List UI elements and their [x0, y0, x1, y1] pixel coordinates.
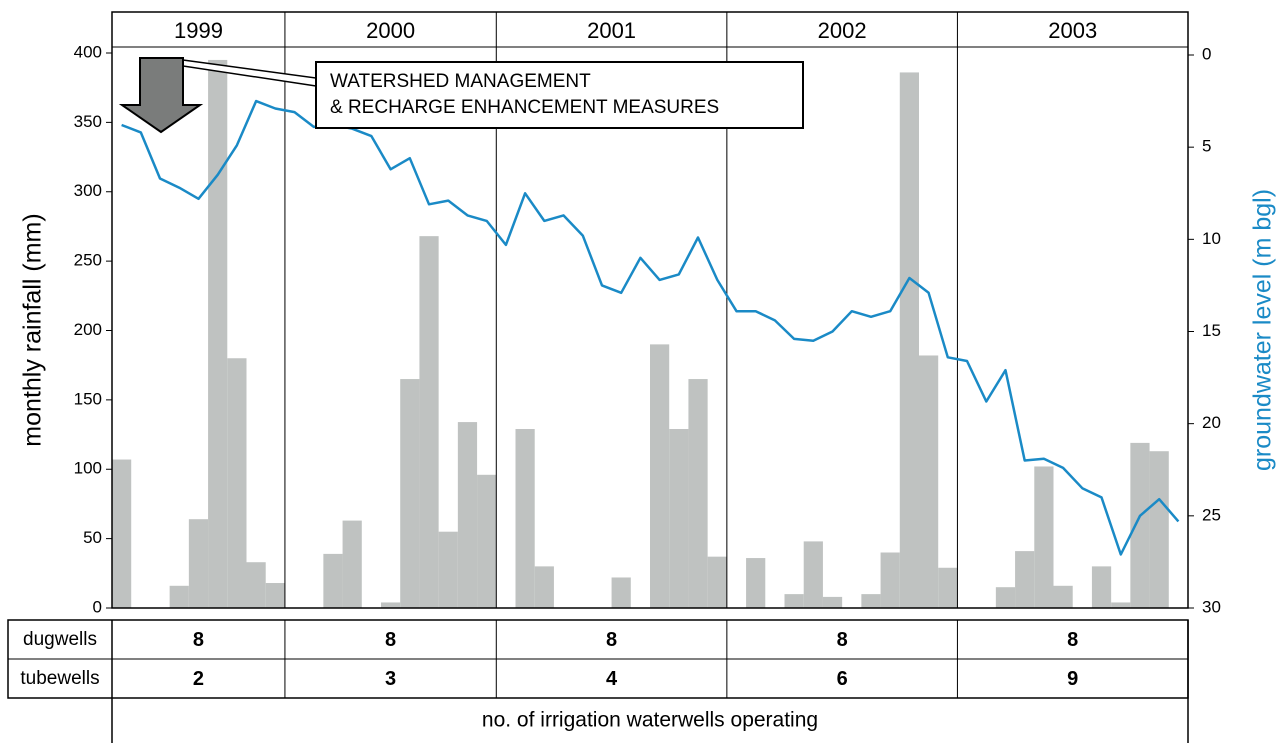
bar: [208, 59, 228, 608]
bar: [688, 379, 708, 608]
annotation-connector: [182, 59, 317, 87]
row-label: dugwells: [23, 629, 97, 650]
bar: [1053, 585, 1073, 608]
bar: [515, 429, 535, 608]
y2-tick-label: 25: [1202, 505, 1221, 524]
y2-axis-title: groundwater level (m bgl): [1249, 189, 1277, 471]
table-caption: no. of irrigation waterwells operating: [482, 709, 818, 732]
table-cell: 6: [837, 668, 848, 690]
bar: [227, 358, 247, 608]
bar: [419, 236, 439, 608]
bar: [669, 429, 689, 608]
bar: [650, 344, 670, 608]
table-cell: 8: [1067, 629, 1078, 651]
y-tick-label: 200: [74, 320, 102, 339]
bar: [323, 553, 343, 608]
bar: [381, 602, 401, 608]
bar: [803, 541, 823, 608]
bar: [400, 379, 420, 608]
annotation-arrow: [118, 57, 204, 134]
y-axis-title: monthly rainfall (mm): [19, 213, 47, 446]
bar: [169, 585, 189, 608]
bar: [246, 562, 266, 608]
bar: [1149, 451, 1169, 608]
table-cell: 3: [385, 668, 396, 690]
y-tick-label: 50: [83, 528, 102, 547]
y-tick-label: 300: [74, 181, 102, 200]
year-label: 2001: [587, 18, 636, 43]
table-cell: 9: [1067, 668, 1078, 690]
table-cell: 8: [606, 629, 617, 651]
table-cell: 8: [837, 629, 848, 651]
y2-tick-label: 0: [1202, 44, 1211, 63]
y2-tick-label: 30: [1202, 597, 1221, 616]
bar: [784, 594, 804, 608]
bar: [899, 72, 919, 609]
bar: [1111, 602, 1131, 608]
bar: [746, 558, 766, 608]
y2-tick-label: 20: [1202, 413, 1221, 432]
bar: [342, 520, 362, 608]
bar: [1091, 566, 1112, 608]
bar: [822, 596, 843, 608]
bar: [880, 552, 900, 608]
bar: [477, 474, 497, 608]
bar: [1130, 442, 1150, 608]
y-tick-label: 400: [74, 42, 102, 61]
bar: [438, 531, 458, 608]
bar: [938, 567, 958, 608]
y-tick-label: 0: [93, 597, 102, 616]
bar: [534, 566, 554, 608]
bar: [995, 587, 1016, 608]
bar: [861, 594, 881, 608]
bar: [1015, 551, 1035, 608]
table-cell: 2: [193, 668, 204, 690]
bar: [919, 355, 939, 608]
year-label: 2003: [1048, 18, 1097, 43]
y2-tick-label: 5: [1202, 137, 1211, 156]
table-cell: 8: [193, 629, 204, 651]
table-cell: 4: [606, 668, 618, 690]
year-label: 2002: [818, 18, 867, 43]
bar: [1034, 466, 1054, 608]
bar: [265, 583, 285, 608]
bar: [611, 577, 631, 608]
y-tick-label: 150: [74, 389, 102, 408]
bar: [112, 459, 132, 608]
bar: [457, 422, 478, 608]
row-label: tubewells: [20, 668, 99, 689]
y-tick-label: 100: [74, 459, 102, 478]
year-label: 2000: [366, 18, 415, 43]
annotation-text: & RECHARGE ENHANCEMENT MEASURES: [330, 97, 719, 118]
annotation-text: WATERSHED MANAGEMENT: [330, 71, 591, 92]
y-tick-label: 350: [74, 112, 102, 131]
y2-tick-label: 10: [1202, 229, 1221, 248]
year-label: 1999: [174, 18, 223, 43]
annotation-box: [315, 61, 804, 129]
y-tick-label: 250: [74, 251, 102, 270]
bar: [707, 556, 727, 608]
table-cell: 8: [385, 629, 396, 651]
groundwater-line: [121, 99, 1180, 556]
y2-tick-label: 15: [1202, 321, 1221, 340]
bar: [188, 519, 209, 608]
plot-frame: [111, 11, 1189, 609]
